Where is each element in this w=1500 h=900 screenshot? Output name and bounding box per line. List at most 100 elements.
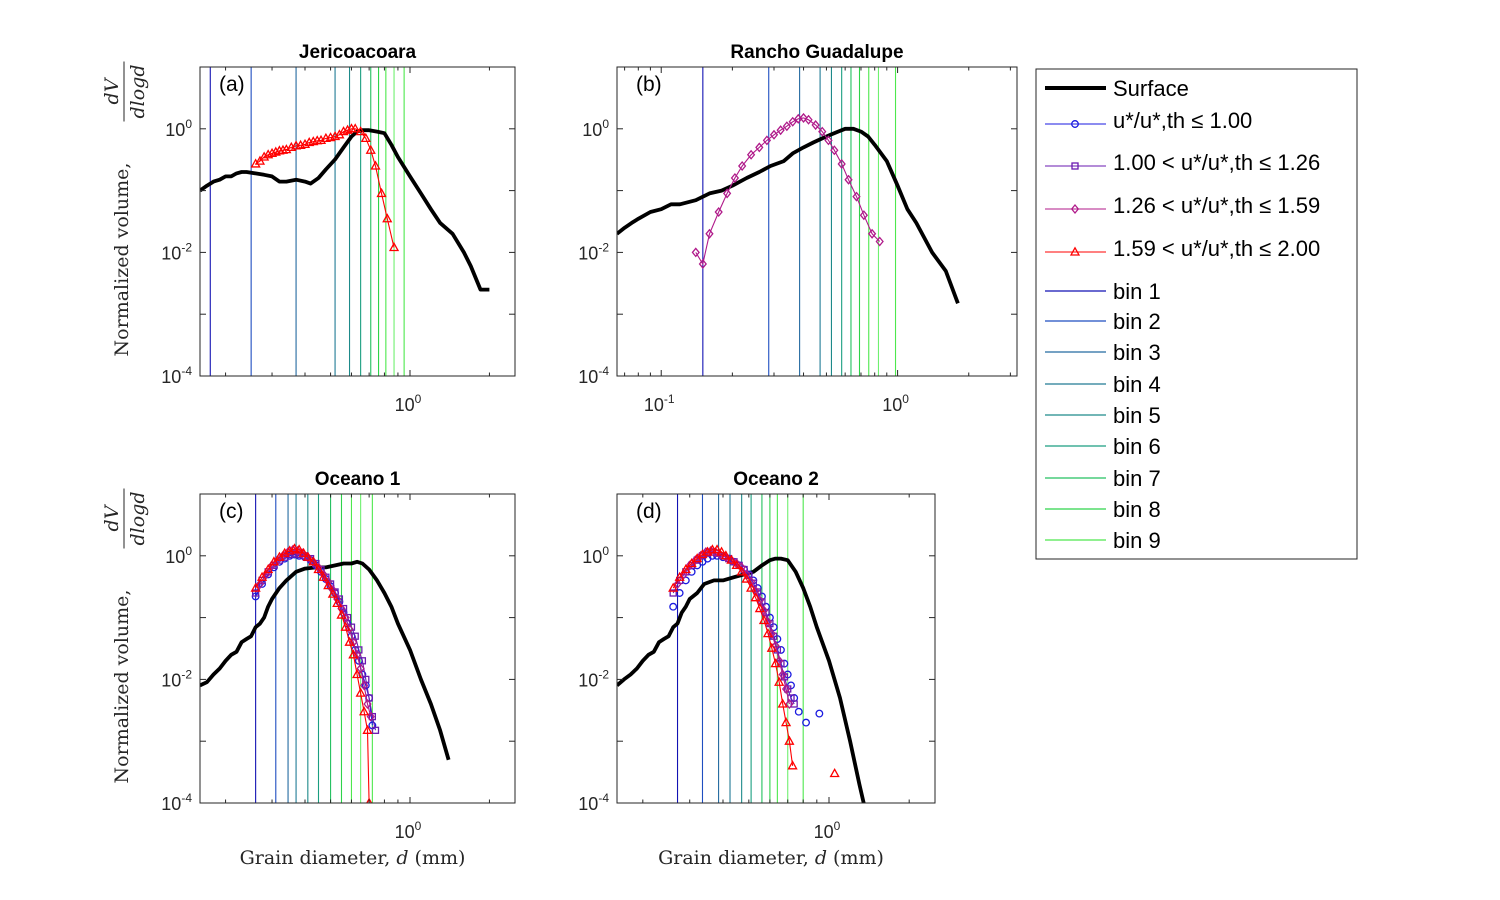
data-point	[289, 543, 300, 553]
data-point	[270, 146, 281, 156]
data-point	[250, 158, 261, 168]
series-line	[255, 552, 377, 731]
data-point	[788, 116, 797, 127]
x-tick-label: 100	[814, 819, 841, 842]
data-point	[804, 114, 813, 125]
data-point	[266, 147, 278, 158]
data-point	[837, 158, 846, 169]
legend-marker	[1071, 120, 1079, 128]
axes-box	[616, 66, 1018, 377]
legend-label: 1.00 < u*/u*,th ≤ 1.26	[1113, 150, 1320, 175]
x-tick-label: 100	[882, 392, 909, 415]
data-point	[251, 589, 260, 597]
legend-entry: bin 5	[1045, 403, 1161, 428]
data-point	[754, 603, 765, 613]
data-point	[669, 602, 678, 611]
x-axis-label: Grain diameter, d (mm)	[658, 847, 884, 869]
surface-line	[617, 556, 866, 803]
series-line	[695, 117, 881, 266]
y-tick-label: 100	[582, 117, 609, 140]
data-point	[785, 698, 794, 710]
legend-label: bin 4	[1113, 372, 1161, 397]
bin-edges	[209, 67, 405, 376]
data-point	[780, 717, 792, 727]
data-point	[802, 718, 810, 727]
legend-entry: bin 4	[1045, 372, 1161, 397]
legend-marker	[1070, 203, 1080, 215]
data-point	[844, 174, 853, 185]
data-point	[776, 125, 785, 136]
data-point	[852, 191, 861, 202]
data-point	[746, 149, 756, 160]
x-axis-label: Grain diameter, d (mm)	[240, 847, 466, 869]
surface-line	[200, 559, 451, 761]
data-point	[736, 566, 747, 576]
data-point	[875, 236, 884, 247]
data-point	[766, 642, 777, 652]
data-point	[668, 582, 679, 592]
data-point	[818, 126, 827, 137]
data-point	[751, 585, 760, 596]
panel-c: 10-4 10-2 100 100 Oceano 1 (c) Normalized volu…	[101, 469, 516, 869]
data-point	[830, 145, 839, 156]
legend-entry: bin 7	[1045, 466, 1161, 491]
ticks	[617, 493, 935, 804]
legend-entry: Surface	[1045, 76, 1189, 101]
data-point	[341, 612, 350, 623]
surface-line	[617, 126, 960, 304]
panel-title: Oceano 2	[733, 469, 819, 490]
y-tick-label: 10-2	[161, 667, 192, 690]
data-point	[332, 597, 343, 608]
data-point	[255, 578, 265, 589]
y-tick-label: 10-4	[161, 364, 192, 387]
ticks	[617, 66, 1017, 377]
legend: Surface u*/u*,th ≤ 1.00 1.00 < u*/u*,th ≤ …	[1035, 68, 1358, 560]
panel-a: 10-4 10-2 100 100 Jericoacoara (a) Normalized …	[101, 42, 516, 415]
data-point	[705, 228, 714, 239]
data-point	[376, 187, 387, 198]
legend-entry: 1.00 < u*/u*,th ≤ 1.26	[1045, 150, 1320, 175]
data-point	[781, 683, 791, 694]
series-diamond	[691, 112, 884, 269]
y-axis-label: Normalized volume, dV dlogd	[101, 488, 149, 783]
legend-label: bin 2	[1113, 309, 1161, 334]
panel-b: 10-4 10-2 100 10-1 100 Rancho Guadalupe (b)	[578, 42, 1018, 415]
legend-marker	[1071, 162, 1079, 170]
data-point	[366, 797, 373, 803]
data-point	[784, 735, 795, 745]
panel-label: (b)	[636, 73, 662, 96]
data-point	[769, 129, 779, 140]
svg-text:dV: dV	[101, 503, 123, 531]
panel-label: (c)	[219, 500, 244, 523]
data-point	[263, 563, 274, 574]
data-point	[339, 604, 348, 613]
data-point	[358, 657, 367, 665]
y-tick-label: 10-4	[161, 791, 192, 814]
panel-label: (a)	[219, 73, 245, 96]
data-point	[774, 676, 785, 686]
data-point	[362, 724, 373, 734]
y-axis-label: Normalized volume, dV dlogd	[101, 61, 149, 356]
data-point	[313, 563, 324, 574]
legend-entry: bin 8	[1045, 497, 1161, 522]
legend-entry: bin 3	[1045, 340, 1161, 365]
data-point	[811, 120, 820, 131]
legend-label: bin 6	[1113, 434, 1161, 459]
data-point	[746, 582, 757, 592]
data-point	[782, 121, 791, 132]
data-point	[758, 614, 770, 625]
panel-title: Rancho Guadalupe	[730, 42, 903, 63]
x-tick-label: 100	[395, 392, 422, 415]
data-point	[750, 592, 761, 602]
legend-entry: bin 9	[1045, 528, 1161, 553]
data-point	[722, 188, 732, 199]
data-point	[268, 556, 280, 566]
data-point	[698, 258, 707, 269]
svg-text:dlogd: dlogd	[127, 64, 149, 118]
data-point	[338, 126, 349, 136]
data-point	[318, 571, 329, 581]
data-point	[345, 624, 354, 635]
data-point	[726, 554, 737, 564]
legend-label: bin 9	[1113, 528, 1161, 553]
